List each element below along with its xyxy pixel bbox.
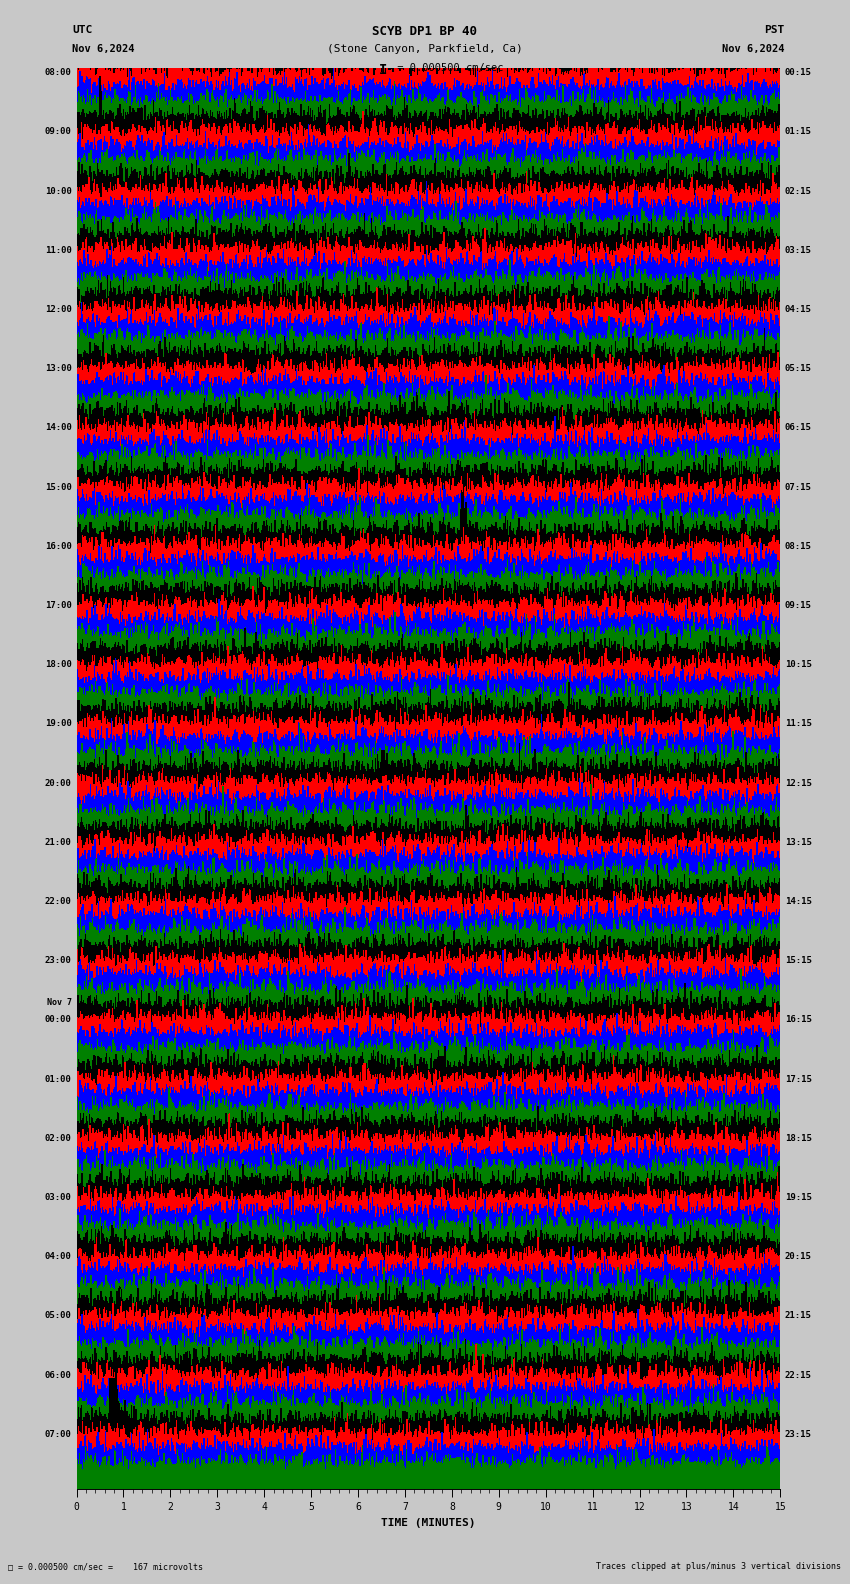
Text: 15:15: 15:15 [785, 957, 812, 965]
X-axis label: TIME (MINUTES): TIME (MINUTES) [381, 1517, 476, 1527]
Text: UTC: UTC [72, 25, 93, 35]
Text: 09:00: 09:00 [45, 127, 71, 136]
Text: 02:00: 02:00 [45, 1134, 71, 1142]
Text: 23:15: 23:15 [785, 1430, 812, 1438]
Text: 03:00: 03:00 [45, 1193, 71, 1202]
Text: 07:00: 07:00 [45, 1430, 71, 1438]
Text: 20:00: 20:00 [45, 778, 71, 787]
Text: 19:15: 19:15 [785, 1193, 812, 1202]
Text: 18:00: 18:00 [45, 661, 71, 668]
Text: 09:15: 09:15 [785, 600, 812, 610]
Text: 05:15: 05:15 [785, 364, 812, 374]
Text: 17:15: 17:15 [785, 1074, 812, 1083]
Text: 08:15: 08:15 [785, 542, 812, 551]
Text: 21:15: 21:15 [785, 1312, 812, 1321]
Text: 15:00: 15:00 [45, 483, 71, 491]
Text: (Stone Canyon, Parkfield, Ca): (Stone Canyon, Parkfield, Ca) [327, 44, 523, 54]
Text: 19:00: 19:00 [45, 719, 71, 729]
Text: 04:15: 04:15 [785, 304, 812, 314]
Text: Nov 7: Nov 7 [47, 998, 71, 1006]
Text: 12:15: 12:15 [785, 778, 812, 787]
Text: 16:15: 16:15 [785, 1015, 812, 1025]
Text: 10:15: 10:15 [785, 661, 812, 668]
Text: 14:15: 14:15 [785, 897, 812, 906]
Text: 00:15: 00:15 [785, 68, 812, 78]
Text: 13:15: 13:15 [785, 838, 812, 847]
Text: Nov 6,2024: Nov 6,2024 [722, 44, 785, 54]
Text: 10:00: 10:00 [45, 187, 71, 195]
Text: 16:00: 16:00 [45, 542, 71, 551]
Text: 04:00: 04:00 [45, 1251, 71, 1261]
Text: 08:00: 08:00 [45, 68, 71, 78]
Text: 21:00: 21:00 [45, 838, 71, 847]
Text: SCYB DP1 BP 40: SCYB DP1 BP 40 [372, 25, 478, 38]
Text: 06:00: 06:00 [45, 1370, 71, 1380]
Text: 03:15: 03:15 [785, 246, 812, 255]
Text: 22:15: 22:15 [785, 1370, 812, 1380]
Text: 06:15: 06:15 [785, 423, 812, 432]
Text: = 0.000500 cm/sec: = 0.000500 cm/sec [391, 63, 503, 73]
Text: 01:15: 01:15 [785, 127, 812, 136]
Text: 02:15: 02:15 [785, 187, 812, 195]
Text: PST: PST [764, 25, 785, 35]
Text: 11:15: 11:15 [785, 719, 812, 729]
Text: 11:00: 11:00 [45, 246, 71, 255]
Text: 07:15: 07:15 [785, 483, 812, 491]
Text: 14:00: 14:00 [45, 423, 71, 432]
Text: I: I [378, 63, 387, 78]
Text: 01:00: 01:00 [45, 1074, 71, 1083]
Text: Traces clipped at plus/minus 3 vertical divisions: Traces clipped at plus/minus 3 vertical … [597, 1562, 842, 1571]
Text: □ = 0.000500 cm/sec =    167 microvolts: □ = 0.000500 cm/sec = 167 microvolts [8, 1562, 203, 1571]
Text: 23:00: 23:00 [45, 957, 71, 965]
Text: 00:00: 00:00 [45, 1015, 71, 1025]
Text: 22:00: 22:00 [45, 897, 71, 906]
Text: 12:00: 12:00 [45, 304, 71, 314]
Text: 20:15: 20:15 [785, 1251, 812, 1261]
Text: 05:00: 05:00 [45, 1312, 71, 1321]
Text: 18:15: 18:15 [785, 1134, 812, 1142]
Text: Nov 6,2024: Nov 6,2024 [72, 44, 135, 54]
Text: 17:00: 17:00 [45, 600, 71, 610]
Text: 13:00: 13:00 [45, 364, 71, 374]
